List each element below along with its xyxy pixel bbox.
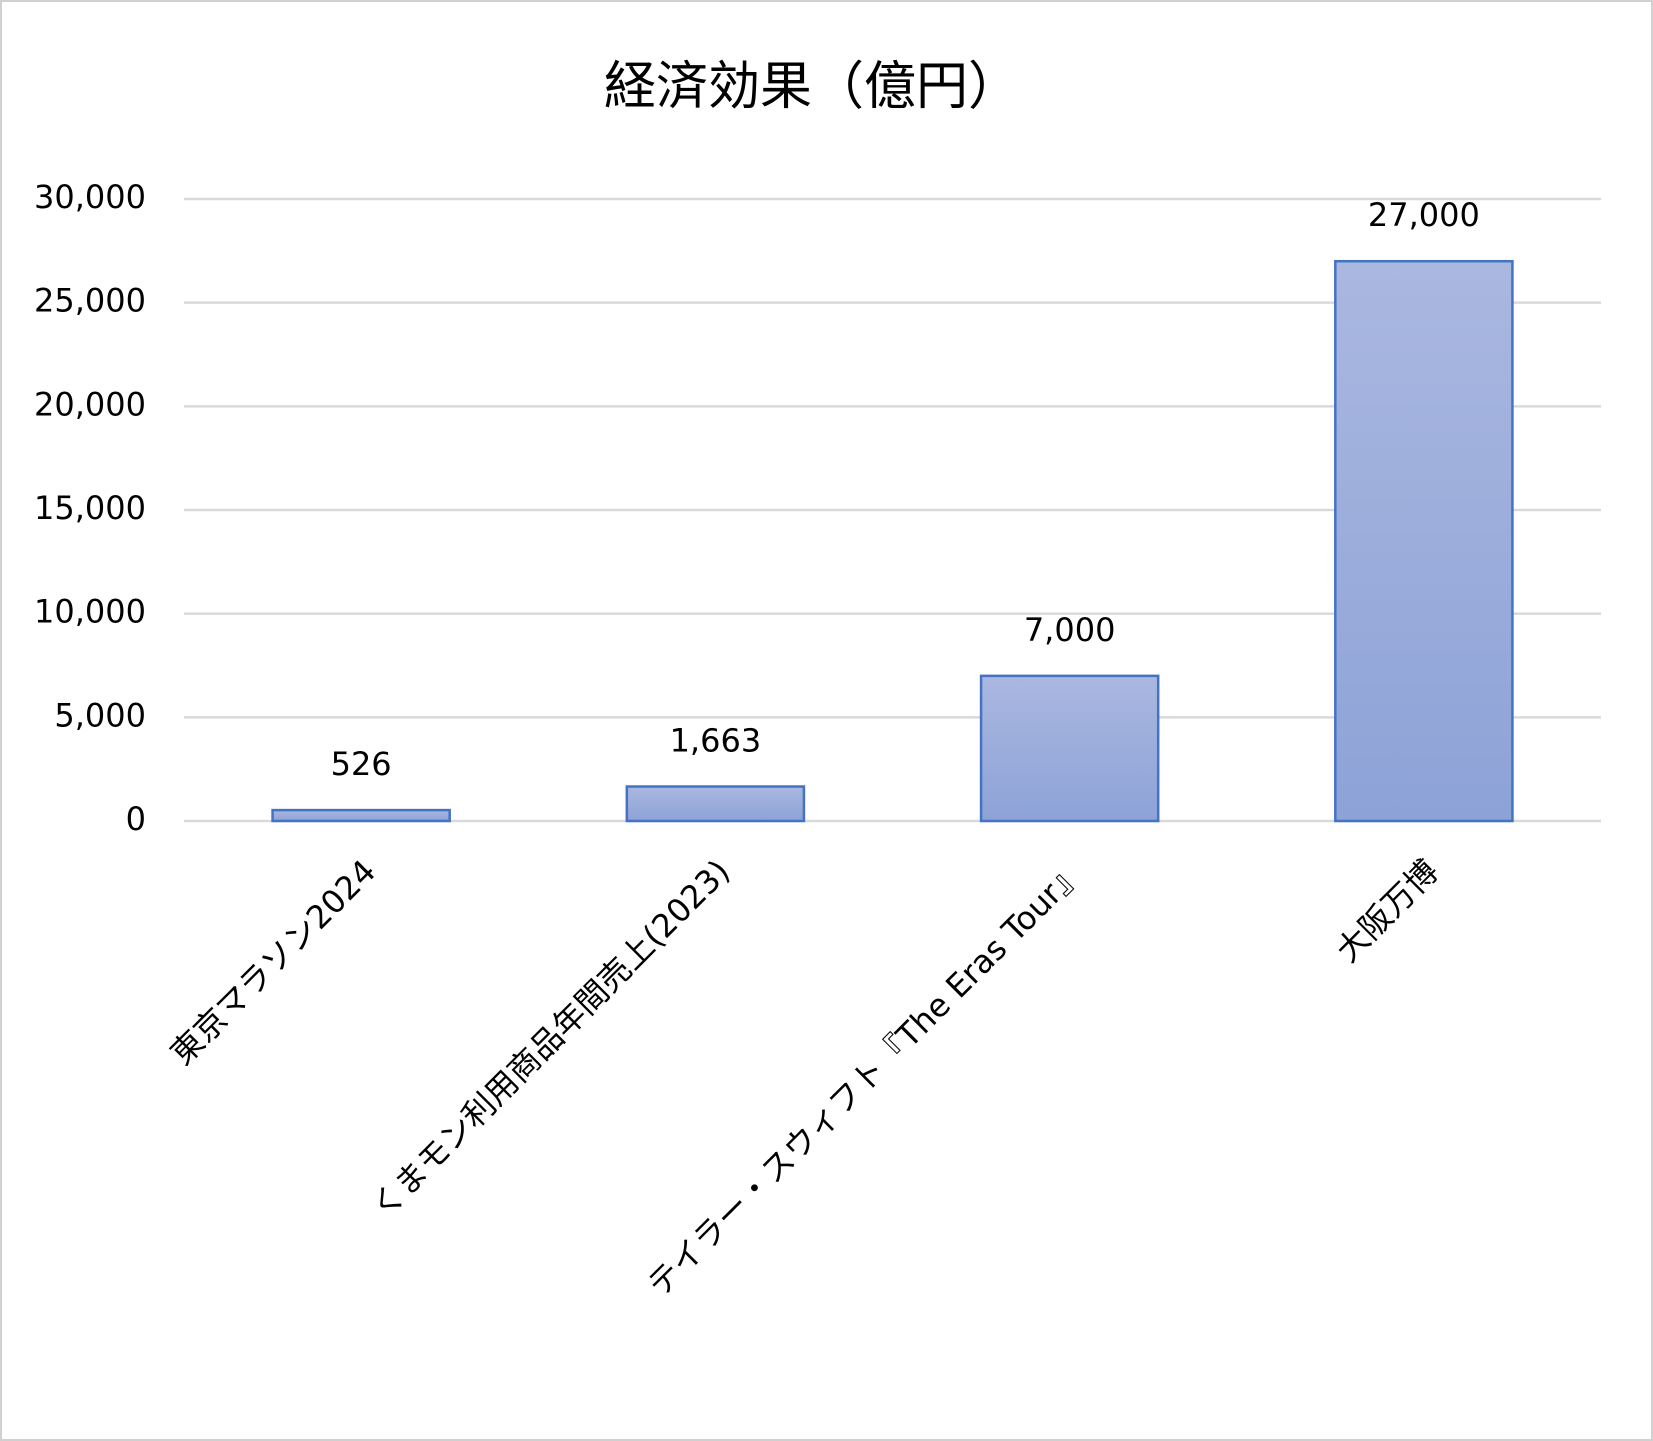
bar [1334, 259, 1514, 823]
data-label: 1,663 [670, 722, 762, 760]
bar [271, 808, 451, 823]
y-tick-label: 25,000 [34, 282, 146, 320]
y-tick-label: 30,000 [34, 178, 146, 216]
bar [625, 785, 806, 823]
y-tick-label: 0 [126, 800, 146, 838]
chart-title: 経済効果（億円） [604, 57, 1020, 117]
data-label: 526 [331, 745, 392, 783]
bar [979, 674, 1160, 823]
data-label: 27,000 [1368, 196, 1480, 234]
y-tick-label: 10,000 [34, 593, 146, 631]
y-tick-label: 15,000 [34, 489, 146, 527]
y-tick-label: 20,000 [34, 385, 146, 423]
y-tick-label: 5,000 [54, 696, 146, 734]
data-label: 7,000 [1024, 611, 1116, 649]
